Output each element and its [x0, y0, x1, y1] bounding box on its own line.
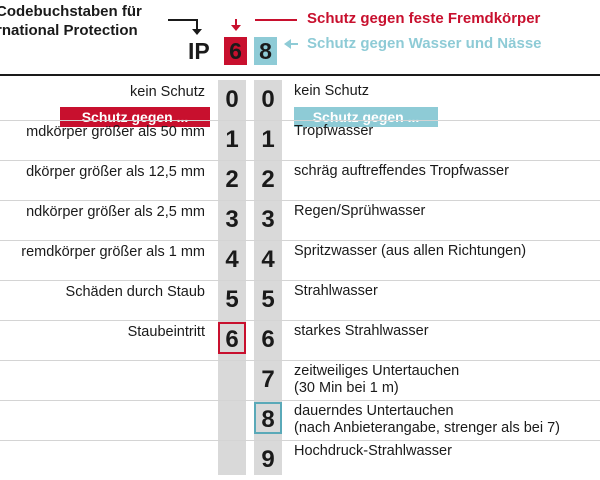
solid-protection-text: Schäden durch Staub	[65, 284, 205, 300]
solid-digit-column	[218, 80, 246, 475]
water-digit-8: 8	[261, 406, 275, 433]
solid-protection-text: mdkörper größer als 50 mm	[26, 124, 205, 140]
water-digit-1: 1	[261, 126, 275, 153]
solid-digit-4: 4	[225, 246, 239, 273]
solid-highlight-box	[218, 322, 246, 354]
red-arrow-head-icon	[231, 25, 241, 31]
solid-digit-5: 5	[225, 286, 239, 313]
water-protection-text: kein Schutz	[294, 83, 369, 99]
solid-digit-1: 1	[225, 126, 239, 153]
water-protection-text: Regen/Sprühwasser	[294, 203, 426, 219]
red-arrow-stem	[235, 19, 237, 27]
water-digit-6: 6	[261, 326, 275, 353]
row-separator	[0, 200, 600, 201]
water-protection-text: Tropfwasser	[294, 123, 374, 139]
water-protection-text-line1: zeitweiliges Untertauchen	[294, 363, 460, 379]
black-arrow-line	[168, 19, 196, 21]
header-divider	[0, 74, 600, 76]
ip-second-digit: 8	[254, 37, 277, 65]
solid-protection-text: Staubeintritt	[127, 324, 205, 340]
water-protection-tag: Schutz gegen ...	[294, 107, 438, 127]
solid-digit-2: 2	[225, 166, 239, 193]
water-protection-text-line2: (30 Min bei 1 m)	[294, 380, 399, 396]
blue-arrow-line	[290, 43, 298, 45]
solid-protection-text: ndkörper größer als 2,5 mm	[26, 204, 205, 220]
row-separator	[0, 120, 600, 121]
row-separator	[0, 360, 600, 361]
solid-digit-3: 3	[225, 206, 239, 233]
header-title: Codebuchstaben für rnational Protection	[0, 2, 142, 40]
water-digit-4: 4	[261, 246, 275, 273]
water-protection-text: Spritzwasser (aus allen Richtungen)	[294, 243, 527, 259]
black-arrow-stem	[196, 19, 198, 31]
header-title-line1: Codebuchstaben für	[0, 3, 142, 20]
row-separator	[0, 280, 600, 281]
water-protection-text: starkes Strahlwasser	[294, 323, 429, 339]
water-protection-text-line2: (nach Anbieterangabe, strenger als bei 7…	[294, 420, 561, 436]
solid-protection-text: dkörper größer als 12,5 mm	[26, 164, 205, 180]
ip-prefix: IP	[188, 38, 210, 64]
row-separator	[0, 320, 600, 321]
solid-protection-text: kein Schutz	[130, 84, 205, 100]
water-digit-0: 0	[261, 86, 275, 113]
water-digit-3: 3	[261, 206, 275, 233]
water-protection-text: Strahlwasser	[294, 283, 378, 299]
water-digit-column	[254, 80, 282, 475]
solid-digit-6: 6	[225, 326, 239, 353]
header-title-line2: rnational Protection	[0, 22, 138, 39]
black-arrow-head-icon	[192, 29, 202, 35]
water-protection-text: schräg auftreffendes Tropfwasser	[294, 163, 509, 179]
water-digit-9: 9	[261, 446, 275, 473]
water-digit-7: 7	[261, 366, 275, 393]
water-digit-5: 5	[261, 286, 275, 313]
solid-digit-0: 0	[225, 86, 239, 113]
water-digit-2: 2	[261, 166, 275, 193]
row-separator	[0, 240, 600, 241]
row-separator	[0, 400, 600, 401]
red-arrow-line	[255, 19, 297, 21]
water-highlight-box	[254, 402, 282, 434]
water-protection-text: Hochdruck-Strahlwasser	[294, 443, 452, 459]
solid-protection-tag: Schutz gegen ...	[60, 107, 210, 127]
blue-arrow-head-icon	[284, 39, 291, 49]
row-separator	[0, 440, 600, 441]
water-protection-text-line1: dauerndes Untertauchen	[294, 403, 454, 419]
solid-protection-text: remdkörper größer als 1 mm	[21, 244, 205, 260]
solid-description: Schutz gegen feste Fremdkörper	[307, 10, 541, 27]
water-description: Schutz gegen Wasser und Nässe	[307, 35, 542, 52]
ip-first-digit: 6	[224, 37, 247, 65]
row-separator	[0, 160, 600, 161]
